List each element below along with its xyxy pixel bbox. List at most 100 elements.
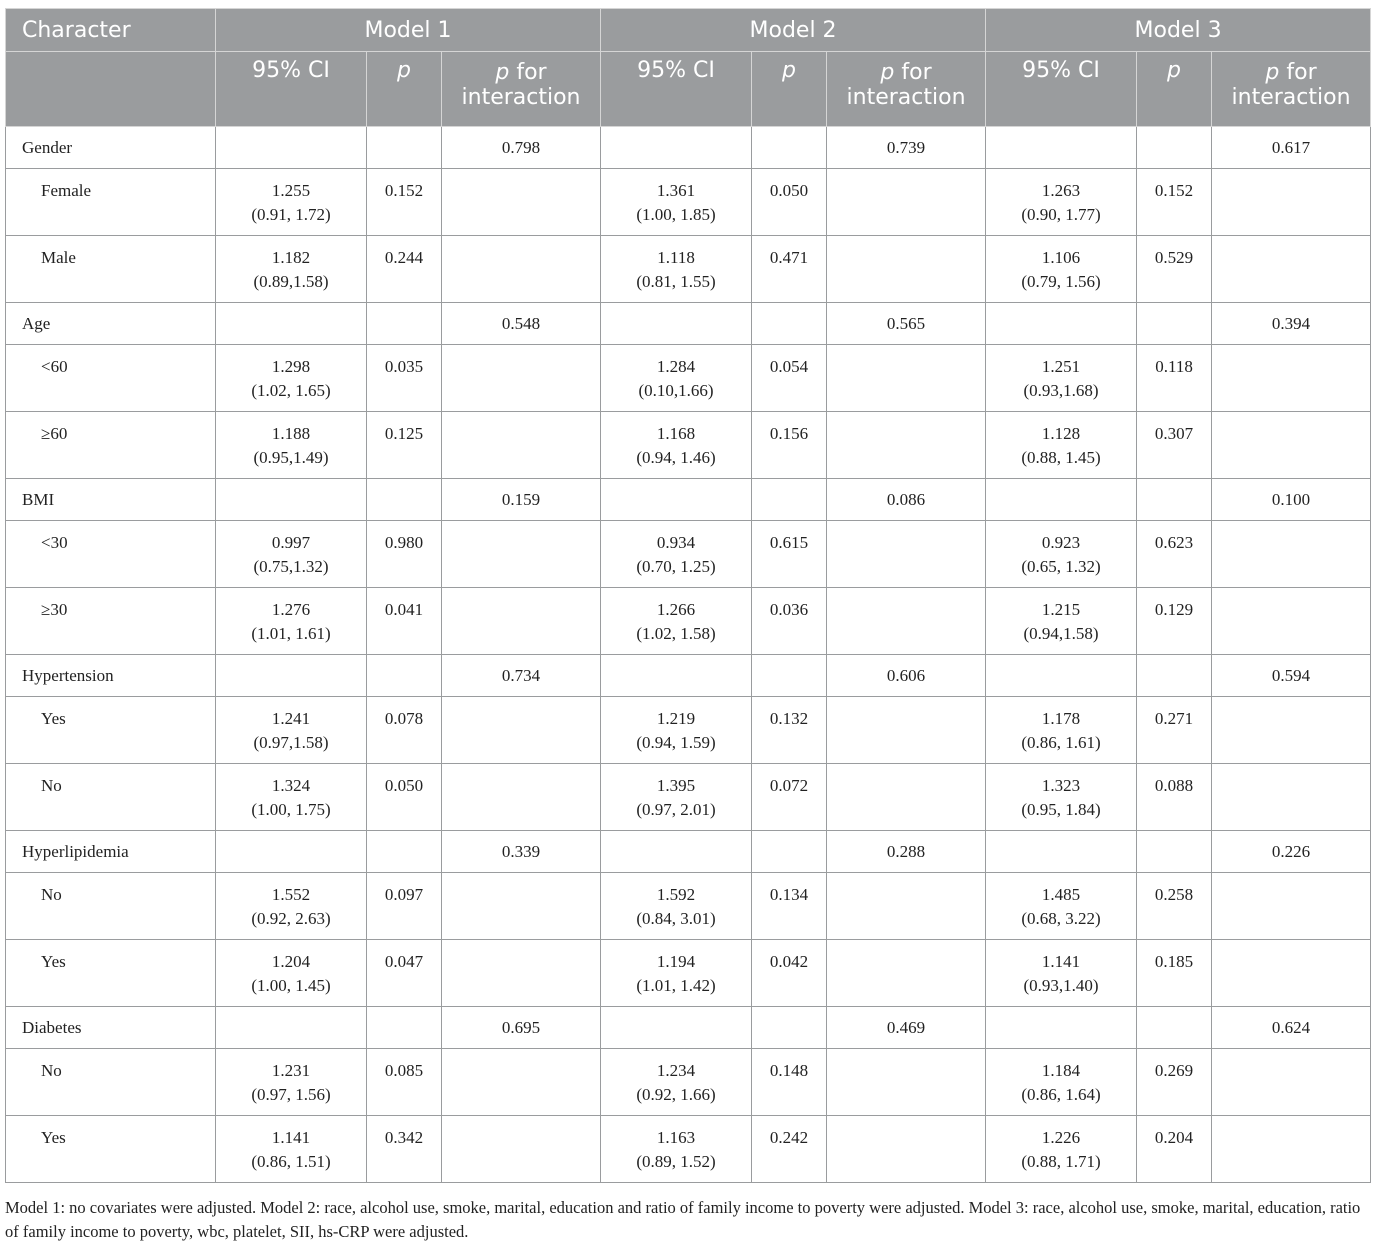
empty-cell [440, 1048, 602, 1116]
p-interaction-value: 0.288 [826, 830, 987, 873]
estimate-value: 1.255 [271, 181, 311, 200]
empty-cell [600, 478, 753, 521]
header-p-interaction-model-1: p for interaction [440, 51, 602, 127]
ci-range: (0.93,1.68) [1023, 381, 1099, 400]
header-interaction-word: interaction [461, 85, 581, 110]
ci-range: (1.02, 1.65) [251, 381, 331, 400]
p-interaction-value: 0.100 [1211, 478, 1372, 521]
empty-cell [215, 302, 367, 345]
estimate-ci-cell: 1.182 (0.89,1.58) [215, 235, 367, 303]
table-row: Female 1.255 (0.91, 1.72) 0.152 1.361 (1.00, … [5, 168, 1372, 236]
table-body: Gender 0.798 0.739 0.617 Female 1.255 (0.91, 1… [5, 126, 1372, 1183]
empty-cell [751, 126, 828, 169]
estimate-value: 1.163 [656, 1128, 696, 1147]
ci-range: (0.81, 1.55) [636, 272, 716, 291]
p-value: 0.035 [366, 344, 442, 412]
empty-cell [826, 1048, 987, 1116]
header-row-models: Character Model 1 Model 2 Model 3 [5, 8, 1372, 52]
empty-cell [826, 235, 987, 303]
p-value: 0.152 [366, 168, 442, 236]
estimate-value: 1.592 [656, 885, 696, 904]
estimate-value: 1.266 [656, 600, 696, 619]
subgroup-label: Yes [5, 696, 216, 764]
p-value: 0.125 [366, 411, 442, 479]
header-for-word: for [509, 60, 547, 85]
ci-range: (0.70, 1.25) [636, 557, 716, 576]
ci-range: (0.89, 1.52) [636, 1152, 716, 1171]
p-interaction-value: 0.339 [440, 830, 602, 873]
header-character-blank [5, 51, 216, 127]
empty-cell [1136, 1006, 1213, 1049]
p-value: 0.054 [751, 344, 828, 412]
subgroup-label: <30 [5, 520, 216, 588]
ci-range: (0.94, 1.59) [636, 733, 716, 752]
p-value: 0.242 [751, 1115, 828, 1183]
estimate-ci-cell: 1.215 (0.94,1.58) [985, 587, 1138, 655]
estimate-ci-cell: 1.266 (1.02, 1.58) [600, 587, 753, 655]
p-interaction-value: 0.594 [1211, 654, 1372, 697]
estimate-ci-cell: 1.395 (0.97, 2.01) [600, 763, 753, 831]
empty-cell [826, 939, 987, 1007]
group-label: Diabetes [5, 1006, 216, 1049]
estimate-ci-cell: 1.361 (1.00, 1.85) [600, 168, 753, 236]
estimate-value: 1.361 [656, 181, 696, 200]
estimate-value: 1.106 [1041, 248, 1081, 267]
ci-range: (0.92, 2.63) [251, 909, 331, 928]
p-interaction-value: 0.086 [826, 478, 987, 521]
empty-cell [826, 872, 987, 940]
ci-range: (1.01, 1.42) [636, 976, 716, 995]
p-value: 0.269 [1136, 1048, 1213, 1116]
p-value: 0.258 [1136, 872, 1213, 940]
table-row-group: Diabetes 0.695 0.469 0.624 [5, 1006, 1372, 1049]
table-footnote: Model 1: no covariates were adjusted. Mo… [5, 1198, 1361, 1241]
p-value: 0.615 [751, 520, 828, 588]
p-value: 0.050 [366, 763, 442, 831]
ci-range: (1.00, 1.75) [251, 800, 331, 819]
p-interaction-value: 0.739 [826, 126, 987, 169]
ci-range: (0.86, 1.61) [1021, 733, 1101, 752]
estimate-ci-cell: 1.204 (1.00, 1.45) [215, 939, 367, 1007]
empty-cell [985, 654, 1138, 697]
estimate-value: 1.284 [656, 357, 696, 376]
empty-cell [215, 126, 367, 169]
empty-cell [1211, 872, 1372, 940]
p-value: 0.047 [366, 939, 442, 1007]
p-interaction-value: 0.695 [440, 1006, 602, 1049]
estimate-value: 1.241 [271, 709, 311, 728]
group-label: BMI [5, 478, 216, 521]
estimate-ci-cell: 1.106 (0.79, 1.56) [985, 235, 1138, 303]
estimate-value: 1.234 [656, 1061, 696, 1080]
p-value: 0.072 [751, 763, 828, 831]
empty-cell [1211, 1115, 1372, 1183]
p-value: 0.148 [751, 1048, 828, 1116]
empty-cell [1211, 763, 1372, 831]
estimate-value: 1.141 [271, 1128, 311, 1147]
header-ci-model-2: 95% CI [600, 51, 753, 127]
header-ci-model-3: 95% CI [985, 51, 1138, 127]
estimate-ci-cell: 0.923 (0.65, 1.32) [985, 520, 1138, 588]
empty-cell [1211, 344, 1372, 412]
empty-cell [366, 302, 442, 345]
p-value: 0.623 [1136, 520, 1213, 588]
estimate-ci-cell: 1.141 (0.93,1.40) [985, 939, 1138, 1007]
table-row: Yes 1.241 (0.97,1.58) 0.078 1.219 (0.94, 1.59… [5, 696, 1372, 764]
table-row-group: Hyperlipidemia 0.339 0.288 0.226 [5, 830, 1372, 873]
header-p-italic: p [880, 60, 895, 85]
p-interaction-value: 0.617 [1211, 126, 1372, 169]
empty-cell [985, 1006, 1138, 1049]
p-value: 0.185 [1136, 939, 1213, 1007]
estimate-value: 1.188 [271, 424, 311, 443]
ci-range: (0.97, 1.56) [251, 1085, 331, 1104]
estimate-ci-cell: 1.219 (0.94, 1.59) [600, 696, 753, 764]
table-row: No 1.231 (0.97, 1.56) 0.085 1.234 (0.92, 1.66… [5, 1048, 1372, 1116]
p-value: 0.129 [1136, 587, 1213, 655]
empty-cell [1211, 1048, 1372, 1116]
empty-cell [366, 478, 442, 521]
p-interaction-value: 0.606 [826, 654, 987, 697]
empty-cell [826, 520, 987, 588]
subgroup-label: No [5, 763, 216, 831]
ci-range: (0.92, 1.66) [636, 1085, 716, 1104]
empty-cell [751, 478, 828, 521]
empty-cell [985, 478, 1138, 521]
p-value: 0.036 [751, 587, 828, 655]
